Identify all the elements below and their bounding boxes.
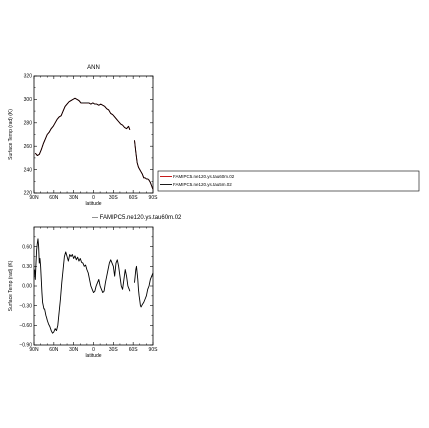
top-chart-title: ANN	[87, 65, 100, 71]
legend-entry-label: FAMIPC5.ne120.ys.tau60m.02	[173, 174, 235, 179]
legend-entries: FAMIPC5.ne120.ys.tau60m.02 FAMIPC5.ne120.…	[160, 174, 235, 187]
bottom-series-line	[34, 238, 131, 334]
bottom-x-axis-label: latitude	[85, 353, 101, 359]
bottom-x-axis-ticks: 90N 60N 30N 0 30S 60S 90S	[29, 227, 158, 353]
bottom-y-axis-ticks: −0.90 −0.60 −0.30 0.00 0.30 0.60	[19, 236, 153, 349]
y-tick-label: −0.60	[19, 323, 32, 329]
bottom-plot-frame	[33, 226, 154, 346]
x-tick-label: 60S	[129, 347, 139, 353]
y-tick-label: 0.00	[22, 284, 32, 290]
bottom-series-group	[34, 238, 154, 334]
x-tick-label: 60S	[129, 195, 139, 201]
y-tick-label: 0.30	[22, 264, 32, 270]
y-tick-label: 320	[24, 74, 33, 80]
x-tick-label: 0	[92, 195, 95, 201]
x-tick-label: 30N	[69, 347, 79, 353]
y-tick-label: 280	[24, 121, 33, 127]
bottom-chart-panel: 90N 60N 30N 0 30S 60S 90S −0.90 −0.60 −0.30 0.00 0…	[8, 226, 158, 359]
x-tick-label: 90S	[149, 195, 159, 201]
top-x-axis-ticks: 90N 60N 30N 0 30S 60S 90S	[29, 76, 158, 201]
top-series-line	[134, 140, 154, 190]
x-tick-label: 60N	[49, 347, 59, 353]
x-tick-label: 90S	[149, 347, 159, 353]
y-tick-label: −0.30	[19, 303, 32, 309]
bottom-series-line	[134, 265, 154, 308]
y-tick-label: 300	[24, 97, 33, 103]
legend: FAMIPC5.ne120.ys.tau60m.02 FAMIPC5.ne120.…	[157, 170, 420, 192]
x-tick-label: 30S	[109, 347, 119, 353]
top-series-group	[34, 97, 154, 190]
x-tick-label: 90N	[29, 195, 39, 201]
x-tick-label: 0	[92, 347, 95, 353]
y-tick-label: 0.60	[22, 244, 32, 250]
top-y-axis-label: Surface Temp (rad) (K)	[8, 109, 14, 160]
y-tick-label: 240	[24, 167, 33, 173]
legend-box	[157, 170, 420, 192]
x-tick-label: 60N	[49, 195, 59, 201]
top-plot-frame	[33, 75, 154, 194]
top-chart-panel: ANN 90N 60N 30N 0 30S 60S 90S 220 240 260 280 300 3…	[8, 65, 158, 207]
top-x-axis-label: latitude	[85, 201, 101, 207]
bottom-y-axis-label: Surface Temp (rad) (K)	[8, 260, 14, 311]
top-series-line	[34, 97, 131, 157]
x-tick-label: 90N	[29, 347, 39, 353]
x-tick-label: 30S	[109, 195, 119, 201]
legend-entry-label: FAMIPC5.ne120.ys.tau5m.02	[173, 182, 232, 187]
y-tick-label: 220	[24, 191, 33, 197]
bottom-chart-subtitle: — FAMIPC5.ne120.ys.tau60m.02	[92, 215, 182, 221]
y-tick-label: 260	[24, 144, 33, 150]
y-tick-label: −0.90	[19, 343, 32, 349]
x-tick-label: 30N	[69, 195, 79, 201]
top-y-axis-ticks: 220 240 260 280 300 320	[24, 74, 153, 197]
top-series-line	[34, 97, 131, 157]
